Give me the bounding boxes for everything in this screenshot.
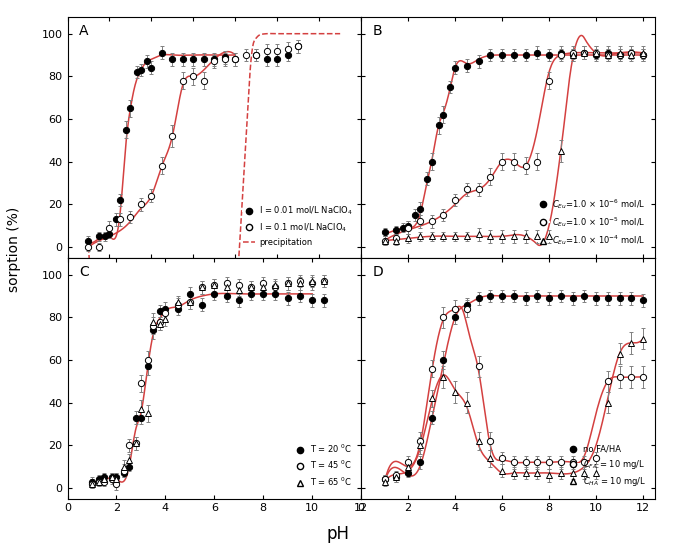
Text: D: D — [373, 265, 383, 279]
Text: A: A — [79, 24, 88, 38]
Text: pH: pH — [326, 525, 349, 543]
Legend: $C_{Eu}$=1.0 × 10$^{-6}$ mol/L, $C_{Eu}$=1.0 × 10$^{-5}$ mol/L, $C_{Eu}$=1.0 × 1: $C_{Eu}$=1.0 × 10$^{-6}$ mol/L, $C_{Eu}$… — [535, 195, 647, 249]
Legend: no FA/HA, $C_{FA}$ = 10 mg/L, $C_{HA}$ = 10 mg/L: no FA/HA, $C_{FA}$ = 10 mg/L, $C_{HA}$ =… — [566, 443, 647, 490]
Text: C: C — [79, 265, 89, 279]
Legend: I = 0.01 mol/L NaClO$_4$, I = 0.1 mol/L NaClO$_4$, precipitation: I = 0.01 mol/L NaClO$_4$, I = 0.1 mol/L … — [241, 203, 354, 249]
Text: B: B — [373, 24, 383, 38]
Legend: T = 20 $^0$C, T = 45 $^0$C, T = 65 $^0$C: T = 20 $^0$C, T = 45 $^0$C, T = 65 $^0$C — [292, 441, 354, 490]
Text: sorption (%): sorption (%) — [7, 207, 21, 292]
